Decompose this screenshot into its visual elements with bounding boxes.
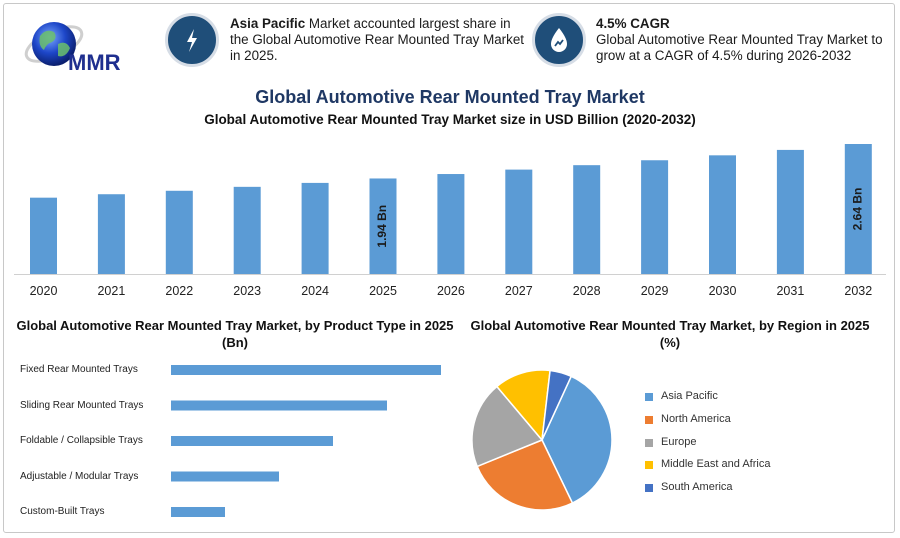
- bar-2024: [301, 182, 329, 274]
- product-label: Custom-Built Trays: [20, 506, 105, 517]
- pie-slice: [471, 385, 544, 468]
- legend-label: Europe: [661, 435, 697, 448]
- pie-slice: [541, 369, 573, 441]
- product-bar: [171, 471, 279, 482]
- product-bar: [171, 436, 333, 446]
- x-tick-label: 2024: [301, 284, 329, 298]
- x-tick-label: 2027: [505, 284, 533, 298]
- x-tick-label: 2029: [641, 284, 669, 298]
- callout-asia-pacific-text: Market accounted largest share in the Gl…: [230, 16, 524, 63]
- x-tick-label: 2021: [97, 284, 125, 298]
- callout-cagr-text: Global Automotive Rear Mounted Tray Mark…: [596, 32, 883, 63]
- pie-slice: [541, 375, 613, 505]
- product-bar: [171, 507, 225, 517]
- region-title: Global Automotive Rear Mounted Tray Mark…: [470, 318, 870, 350]
- bar-2032: [844, 144, 872, 274]
- x-tick-label: 2030: [709, 284, 737, 298]
- bar-2023: [233, 186, 261, 274]
- bar-2031: [776, 149, 804, 274]
- product-type-bar-chart: [171, 365, 441, 517]
- legend-swatch: [645, 415, 653, 424]
- callout-cagr-bold: 4.5% CAGR: [596, 16, 670, 31]
- callout-asia-pacific-bold: Asia Pacific: [230, 16, 306, 31]
- region-pie-chart: [471, 369, 613, 511]
- infographic-frame: [3, 3, 895, 533]
- legend-swatch: [645, 393, 653, 401]
- bar-2030: [709, 155, 736, 274]
- logo-text: MMR: [68, 50, 121, 75]
- product-label: Fixed Rear Mounted Trays: [20, 364, 138, 375]
- data-label: 2.64 Bn: [850, 188, 864, 231]
- product-type-title: Global Automotive Rear Mounted Tray Mark…: [16, 318, 454, 350]
- callout-asia-pacific: Asia Pacific Market accounted largest sh…: [230, 16, 530, 64]
- x-tick-label: 2022: [165, 284, 193, 298]
- x-tick-label: 2026: [437, 284, 465, 298]
- bar-2025: [369, 178, 397, 274]
- x-tick-label: 2023: [233, 284, 261, 298]
- growth-drop-icon: [532, 13, 586, 67]
- product-label: Foldable / Collapsible Trays: [20, 435, 143, 446]
- legend-label: South America: [661, 481, 733, 494]
- bar-2027: [505, 169, 533, 274]
- legend-swatch: [645, 438, 653, 447]
- bar-2028: [573, 165, 601, 274]
- product-label: Sliding Rear Mounted Trays: [20, 399, 144, 411]
- market-size-bar-chart: 2020 2021 2022 2023 2024 2025 2026 2027 2028 2029…: [14, 144, 886, 298]
- legend-label: Asia Pacific: [661, 390, 718, 402]
- bar-2020: [30, 197, 57, 274]
- bar-2026: [437, 174, 465, 274]
- x-tick-label: 2025: [369, 284, 397, 298]
- x-tick-label: 2031: [776, 284, 804, 298]
- bar-2021: [97, 194, 125, 274]
- callout-cagr: 4.5% CAGR Global Automotive Rear Mounted…: [596, 16, 886, 64]
- product-label: Adjustable / Modular Trays: [20, 470, 139, 482]
- legend-label: Middle East and Africa: [661, 458, 771, 471]
- mmr-logo: MMR: [24, 22, 121, 75]
- lightning-icon: [165, 13, 219, 67]
- legend-swatch: [645, 461, 653, 470]
- bar-2029: [641, 160, 669, 274]
- product-bar: [171, 400, 387, 411]
- x-tick-label: 2028: [573, 284, 601, 298]
- legend-swatch: [645, 484, 653, 493]
- product-bar: [171, 365, 441, 375]
- pie-slice: [495, 369, 551, 442]
- legend-label: North America: [661, 412, 731, 425]
- x-tick-label: 2032: [844, 284, 872, 298]
- chart-subtitle: Global Automotive Rear Mounted Tray Mark…: [204, 112, 696, 127]
- bar-2022: [165, 190, 193, 274]
- data-label: 1.94 Bn: [375, 205, 389, 248]
- page-title: Global Automotive Rear Mounted Tray Mark…: [255, 87, 645, 107]
- x-tick-label: 2020: [30, 284, 58, 298]
